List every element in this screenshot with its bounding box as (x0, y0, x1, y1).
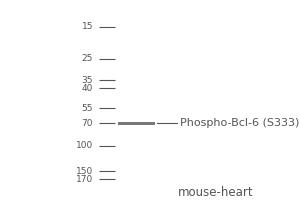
Text: Phospho-Bcl-6 (S333): Phospho-Bcl-6 (S333) (180, 118, 299, 128)
Text: 170: 170 (76, 175, 93, 184)
Text: 70: 70 (82, 119, 93, 128)
Bar (118, 122, 154, 125)
Text: 15: 15 (82, 22, 93, 31)
Text: mouse-heart: mouse-heart (178, 186, 254, 199)
Text: 35: 35 (82, 76, 93, 85)
Text: 25: 25 (82, 54, 93, 63)
Text: 100: 100 (76, 141, 93, 150)
Text: 55: 55 (82, 104, 93, 113)
Text: 150: 150 (76, 167, 93, 176)
Text: 40: 40 (82, 84, 93, 93)
